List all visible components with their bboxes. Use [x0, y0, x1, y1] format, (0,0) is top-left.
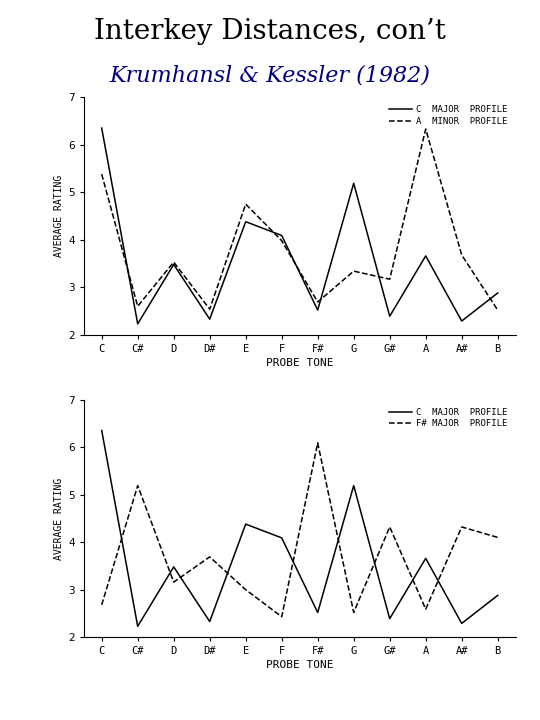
Y-axis label: AVERAGE RATING: AVERAGE RATING	[54, 477, 64, 559]
X-axis label: PROBE TONE: PROBE TONE	[266, 358, 334, 368]
Legend: C  MAJOR  PROFILE, F# MAJOR  PROFILE: C MAJOR PROFILE, F# MAJOR PROFILE	[386, 404, 511, 432]
Text: Krumhansl & Kessler (1982): Krumhansl & Kessler (1982)	[110, 65, 430, 87]
Y-axis label: AVERAGE RATING: AVERAGE RATING	[54, 175, 64, 257]
Legend: C  MAJOR  PROFILE, A  MINOR  PROFILE: C MAJOR PROFILE, A MINOR PROFILE	[386, 102, 511, 130]
X-axis label: PROBE TONE: PROBE TONE	[266, 660, 334, 670]
Text: Interkey Distances, con’t: Interkey Distances, con’t	[94, 18, 446, 45]
